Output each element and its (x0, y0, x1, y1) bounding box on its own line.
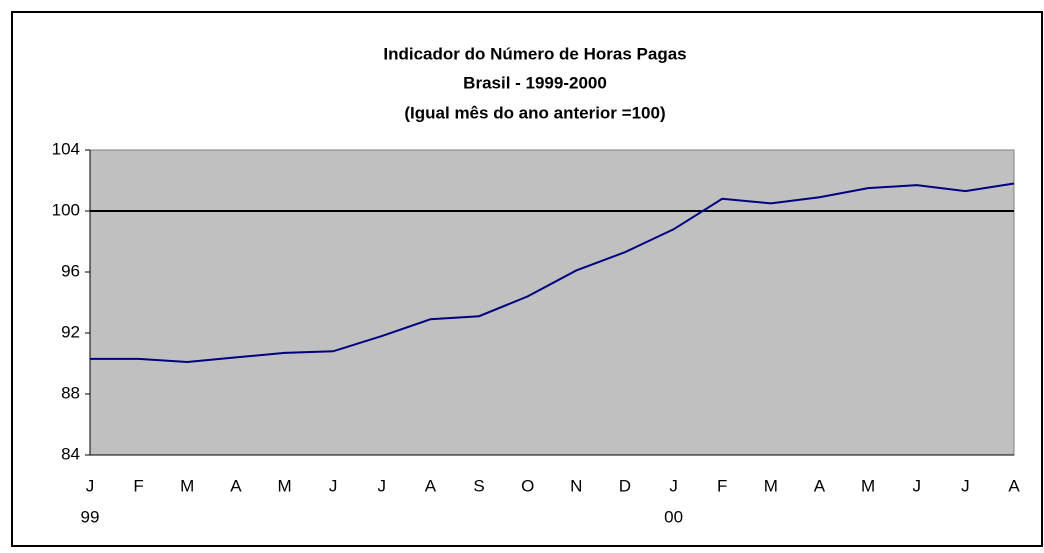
x-tick-label: N (570, 476, 582, 495)
x-tick-label: F (717, 476, 727, 495)
y-tick-label: 88 (61, 383, 80, 402)
y-tick-label: 100 (52, 200, 80, 219)
year-label: 99 (81, 507, 100, 526)
x-tick-label: D (619, 476, 631, 495)
x-tick-label: M (764, 476, 778, 495)
y-tick-label: 96 (61, 261, 80, 280)
chart-title: Indicador do Número de Horas Pagas (383, 44, 686, 63)
x-tick-label: J (912, 476, 921, 495)
chart-subtitle: (Igual mês do ano anterior =100) (404, 103, 665, 122)
x-tick-label: M (277, 476, 291, 495)
x-tick-label: S (473, 476, 484, 495)
x-tick-label: M (180, 476, 194, 495)
x-tick-label: O (521, 476, 534, 495)
chart-subtitle: Brasil - 1999-2000 (463, 73, 607, 92)
x-tick-label: J (329, 476, 338, 495)
x-tick-label: M (861, 476, 875, 495)
x-tick-label: J (378, 476, 387, 495)
x-tick-label: J (669, 476, 678, 495)
x-tick-label: J (961, 476, 970, 495)
x-tick-label: A (1008, 476, 1020, 495)
x-tick-label: A (230, 476, 242, 495)
year-label: 00 (664, 507, 683, 526)
y-tick-label: 104 (52, 139, 80, 158)
x-tick-label: A (425, 476, 437, 495)
x-tick-label: J (86, 476, 95, 495)
y-tick-label: 84 (61, 444, 80, 463)
data-line (90, 182, 1015, 363)
x-tick-label: A (814, 476, 826, 495)
y-tick-label: 92 (61, 322, 80, 341)
x-tick-label: F (133, 476, 143, 495)
plot-area (89, 149, 1015, 456)
